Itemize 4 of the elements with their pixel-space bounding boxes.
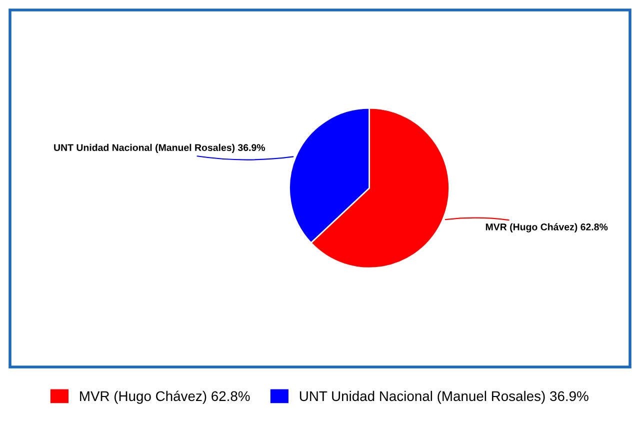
legend-label: MVR (Hugo Chávez) 62.8%	[80, 390, 250, 404]
legend-label: UNT Unidad Nacional (Manuel Rosales) 36.9%	[300, 390, 588, 404]
slice-label: MVR (Hugo Chávez) 62.8%	[486, 223, 608, 232]
slice-label: UNT Unidad Nacional (Manuel Rosales) 36.9%	[54, 144, 266, 153]
